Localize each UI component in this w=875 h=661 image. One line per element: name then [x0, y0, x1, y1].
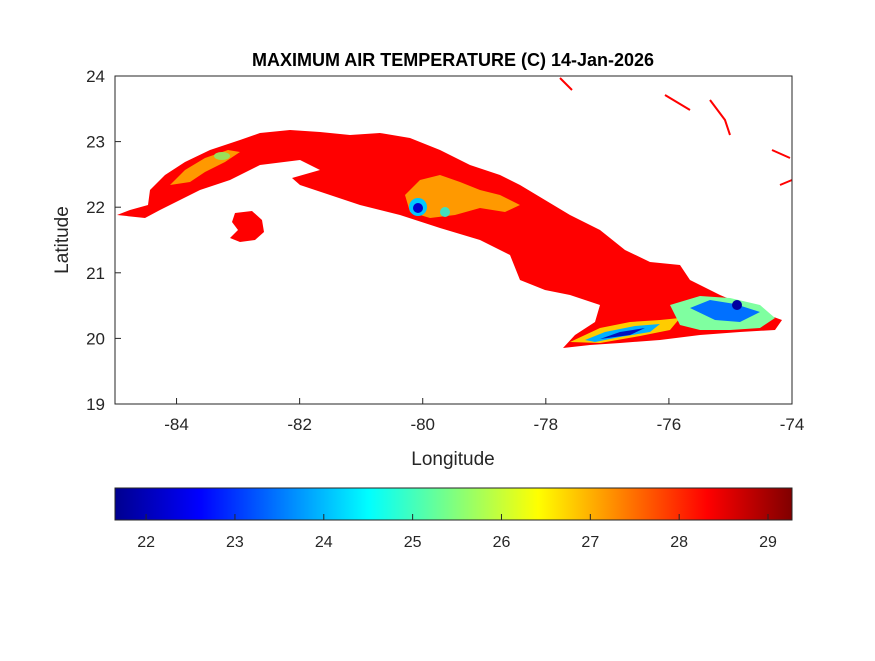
- cuba-main-island: [117, 130, 782, 348]
- colorbar-tick-label: 26: [493, 534, 511, 551]
- colorbar-tick-label: 29: [759, 534, 777, 551]
- colorbar: [114, 487, 793, 521]
- y-tick-label: 22: [86, 198, 105, 217]
- colorbar-tick-label: 27: [581, 534, 599, 551]
- x-tick-label: -82: [287, 415, 312, 434]
- x-axis-label: Longitude: [411, 449, 494, 470]
- x-tick-label: -78: [534, 415, 559, 434]
- x-tick-label: -74: [780, 415, 805, 434]
- colorbar-tick-label: 24: [315, 534, 333, 551]
- map-layer: [117, 77, 793, 348]
- colorbar-ticks: 22 23 24 25 26 27 28 29: [137, 514, 777, 551]
- colorbar-tick-label: 23: [226, 534, 244, 551]
- plot-axes-box: [114, 75, 793, 405]
- isla-de-la-juventud: [230, 211, 264, 242]
- x-axis: -84 -82 -80 -78 -76 -74: [164, 398, 804, 434]
- colorbar-tick-label: 25: [404, 534, 422, 551]
- x-tick-label: -80: [410, 415, 435, 434]
- y-tick-label: 21: [86, 264, 105, 283]
- y-tick-label: 19: [86, 395, 105, 414]
- y-axis-label: Latitude: [52, 206, 73, 274]
- y-tick-label: 20: [86, 329, 105, 348]
- chart-title: MAXIMUM AIR TEMPERATURE (C) 14-Jan-2026: [252, 50, 654, 70]
- y-axis: 19 20 21 22 23 24: [86, 67, 121, 414]
- eastern-mountains-cold: [690, 300, 760, 322]
- x-tick-label: -76: [657, 415, 682, 434]
- colorbar-tick-label: 28: [670, 534, 688, 551]
- cold-spot-central-1-core: [413, 203, 423, 213]
- eastern-cold-core: [732, 300, 742, 310]
- warm-zone-central: [405, 175, 520, 218]
- x-tick-label: -84: [164, 415, 189, 434]
- cool-spot-west: [214, 152, 230, 160]
- colorbar-tick-label: 22: [137, 534, 155, 551]
- cold-spot-central-2: [440, 207, 450, 217]
- y-tick-label: 24: [86, 67, 105, 86]
- y-tick-label: 23: [86, 133, 105, 152]
- sierra-maestra-core: [600, 328, 645, 339]
- bahamas-islands: [559, 77, 793, 186]
